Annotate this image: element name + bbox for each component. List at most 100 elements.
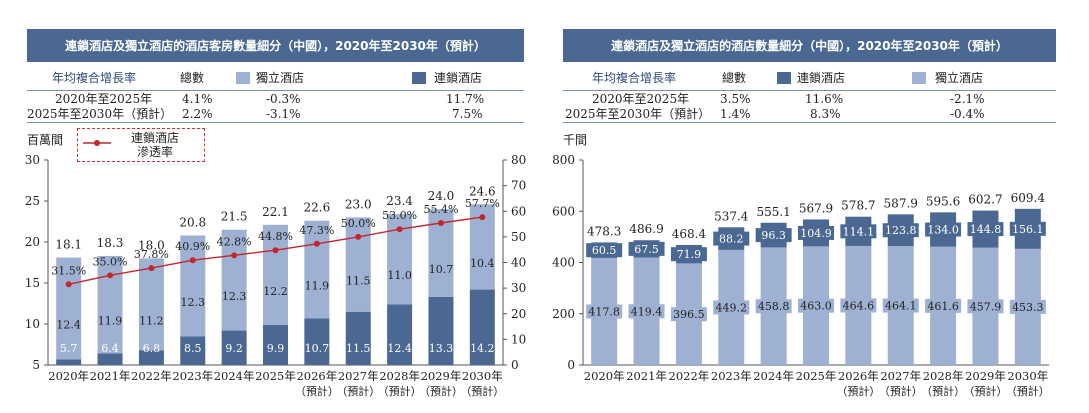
left-y-tick-label: 15 xyxy=(25,276,40,290)
chain-value-label: 96.3 xyxy=(761,229,786,242)
independent-value-label: 457.9 xyxy=(970,300,1002,313)
penetration-point xyxy=(437,220,444,227)
chain-label-bg xyxy=(1009,221,1046,236)
line-legend-label-2: 滲透率 xyxy=(137,145,174,159)
x-tick-label: 2023年 xyxy=(711,369,752,383)
right-table-header-total: 總數 xyxy=(722,71,747,85)
independent-label-bg xyxy=(925,298,962,313)
total-value-label: 602.7 xyxy=(968,193,1002,207)
total-value-label: 537.4 xyxy=(714,209,749,223)
independent-bar xyxy=(97,255,123,354)
right-chart-title: 連鎖酒店及獨立酒店的酒店數量細分（中國），2020年至2030年（預計） xyxy=(563,29,1056,62)
independent-value-label: 11.5 xyxy=(346,275,371,288)
total-value-label: 22.1 xyxy=(262,205,289,219)
independent-value-label: 12.2 xyxy=(263,285,288,298)
total-value-label: 609.4 xyxy=(1011,191,1046,205)
x-tick-sublabel: （預計） xyxy=(295,384,339,398)
chain-label-bg xyxy=(925,222,962,237)
independent-value-label: 12.3 xyxy=(222,290,247,303)
right-y-tick-label: 600 xyxy=(552,204,575,218)
independent-value-label: 12.4 xyxy=(56,318,81,331)
independent-value-label: 458.8 xyxy=(758,300,790,313)
left-row1-total: 4.1% xyxy=(182,92,213,106)
chain-label-bg xyxy=(586,243,623,258)
penetration-label: 53.0% xyxy=(382,209,417,222)
chain-value-label: 13.3 xyxy=(429,342,454,355)
chain-value-label: 12.4 xyxy=(387,342,412,355)
chain-value-label: 104.9 xyxy=(800,227,832,240)
chain-value-label: 71.9 xyxy=(677,248,702,261)
chain-value-label: 134.0 xyxy=(927,224,959,237)
chain-value-label: 144.8 xyxy=(970,223,1002,236)
chain-value-label: 9.9 xyxy=(267,342,285,355)
penetration-label: 37.8% xyxy=(134,248,169,261)
x-tick-label: 2025年 xyxy=(255,369,296,383)
total-value-label: 20.8 xyxy=(179,215,206,229)
penetration-point xyxy=(479,214,486,221)
x-tick-label: 2027年 xyxy=(880,369,921,383)
left-y-tick-label: 20 xyxy=(25,235,40,249)
chain-label-bg xyxy=(798,225,834,240)
chain-bar xyxy=(56,359,82,365)
penetration-point xyxy=(189,257,196,264)
right-table-header-chain: 連鎖酒店 xyxy=(797,71,846,85)
penetration-label: 44.8% xyxy=(258,230,293,243)
chain-value-label: 8.5 xyxy=(184,342,202,355)
total-value-label: 18.1 xyxy=(55,238,82,252)
penetration-label: 42.8% xyxy=(217,235,252,248)
right-row1-chain: 11.6% xyxy=(805,92,844,106)
independent-label-bg xyxy=(1009,299,1046,314)
left-row1-independent: -0.3% xyxy=(266,92,301,106)
left-row1-chain: 11.7% xyxy=(446,92,485,106)
chain-value-label: 9.2 xyxy=(225,342,243,355)
left-table-rule xyxy=(27,90,524,91)
x-tick-label: 2022年 xyxy=(669,369,710,383)
left-y2-tick-label: 0 xyxy=(511,358,519,372)
left-table-header-total: 總數 xyxy=(180,71,205,85)
x-tick-sublabel: （預計） xyxy=(879,384,923,398)
chain-value-label: 67.5 xyxy=(634,243,659,256)
left-y2-tick-label: 60 xyxy=(511,204,526,218)
chain-label-bg xyxy=(755,228,792,243)
chain-label-bg xyxy=(628,241,665,256)
right-y-tick-label: 400 xyxy=(552,256,575,270)
left-row2-chain: 7.5% xyxy=(452,107,483,121)
left-chart-title: 連鎖酒店及獨立酒店的酒店客房數量細分（中國），2020年至2030年（預計） xyxy=(27,29,524,62)
total-value-label: 21.5 xyxy=(221,210,248,224)
left-swatch-chain xyxy=(412,72,426,84)
line-legend-label-1: 連鎖酒店 xyxy=(131,131,180,145)
chain-bar xyxy=(97,353,123,365)
independent-value-label: 11.9 xyxy=(98,315,123,328)
independent-bar xyxy=(263,224,288,325)
x-tick-label: 2021年 xyxy=(90,369,131,383)
penetration-label: 47.3% xyxy=(299,224,334,237)
x-tick-label: 2030年 xyxy=(462,369,503,383)
total-value-label: 18.3 xyxy=(97,236,124,250)
right-row1-period: 2020年至2025年 xyxy=(592,92,690,106)
line-legend-marker xyxy=(83,140,111,146)
chain-label-bg xyxy=(840,224,877,239)
independent-bar xyxy=(345,217,371,312)
penetration-label: 55.4% xyxy=(423,203,458,216)
independent-value-label: 11.2 xyxy=(139,314,164,327)
x-tick-label: 2027年 xyxy=(338,369,379,383)
total-value-label: 595.6 xyxy=(926,194,960,208)
independent-value-label: 461.6 xyxy=(927,300,959,313)
total-value-label: 567.9 xyxy=(799,201,833,215)
chain-value-label: 11.5 xyxy=(346,342,371,355)
independent-bar xyxy=(180,235,206,337)
chain-bar xyxy=(387,304,413,365)
independent-value-label: 11.9 xyxy=(305,279,330,292)
left-row2-independent: -3.1% xyxy=(266,107,301,121)
left-y-tick-label: 5 xyxy=(32,358,40,372)
independent-label-bg xyxy=(755,299,792,314)
independent-label-bg xyxy=(840,298,877,313)
x-tick-label: 2026年 xyxy=(838,369,879,383)
chain-bar xyxy=(138,350,164,365)
independent-value-label: 453.3 xyxy=(1012,301,1044,314)
x-tick-label: 2021年 xyxy=(626,369,667,383)
right-row2-total: 1.4% xyxy=(720,107,751,121)
x-tick-label: 2020年 xyxy=(584,369,625,383)
total-value-label: 578.7 xyxy=(841,199,875,213)
